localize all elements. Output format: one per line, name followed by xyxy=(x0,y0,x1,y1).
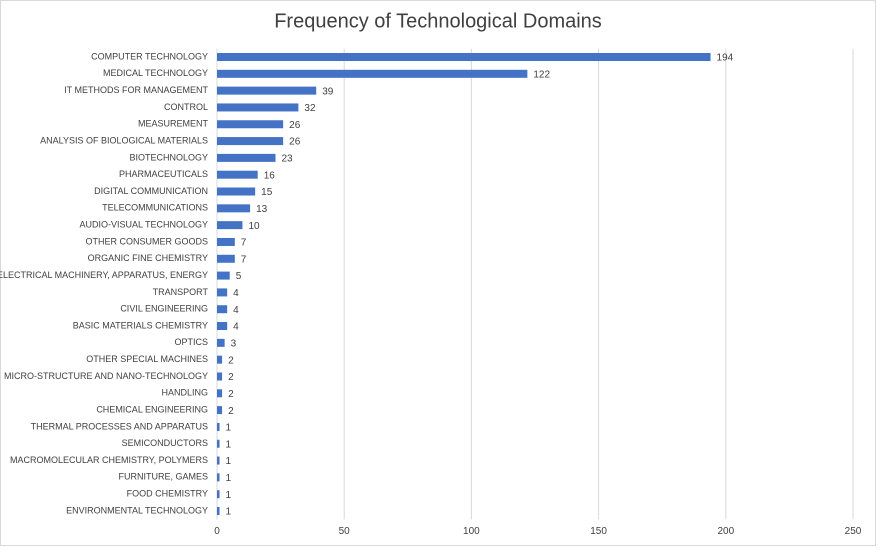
y-tick-label: CHEMICAL ENGINEERING xyxy=(96,404,208,414)
bar xyxy=(217,53,711,61)
data-label: 2 xyxy=(228,372,234,383)
y-tick-label: COMPUTER TECHNOLOGY xyxy=(91,51,208,61)
bar xyxy=(217,86,317,95)
y-tick-label: THERMAL PROCESSES AND APPARATUS xyxy=(31,421,208,431)
data-label: 10 xyxy=(248,221,260,232)
bar xyxy=(217,355,223,364)
bar xyxy=(217,456,220,465)
data-label: 1 xyxy=(226,507,232,518)
x-tick-label: 250 xyxy=(845,526,862,537)
y-tick-label: MEASUREMENT xyxy=(138,119,209,129)
data-label: 26 xyxy=(289,120,301,131)
bar xyxy=(217,237,235,246)
data-label: 4 xyxy=(233,322,239,333)
y-tick-label: BASIC MATERIALS CHEMISTRY xyxy=(73,320,208,330)
y-tick-label: OTHER SPECIAL MACHINES xyxy=(86,354,208,364)
y-tick-label: ENVIRONMENTAL TECHNOLOGY xyxy=(66,505,208,515)
bar xyxy=(217,305,228,314)
bar xyxy=(217,389,223,398)
y-tick-label: OTHER CONSUMER GOODS xyxy=(85,236,208,246)
y-tick-label: MACROMOLECULAR CHEMISTRY, POLYMERS xyxy=(10,455,208,465)
data-label: 2 xyxy=(228,406,234,417)
bar xyxy=(217,322,228,331)
data-label: 7 xyxy=(241,254,247,265)
y-tick-label: HANDLING xyxy=(161,388,208,398)
data-label: 4 xyxy=(233,288,239,299)
bar xyxy=(217,422,220,431)
x-tick-label: 50 xyxy=(339,526,351,537)
data-label: 1 xyxy=(226,456,232,467)
data-label: 16 xyxy=(264,170,276,181)
y-tick-label: IT METHODS FOR MANAGEMENT xyxy=(64,85,208,95)
bar xyxy=(217,490,220,499)
data-label: 26 xyxy=(289,137,301,148)
y-tick-label: OPTICS xyxy=(174,337,208,347)
bar xyxy=(217,254,235,263)
bar xyxy=(217,187,256,196)
x-tick-label: 100 xyxy=(463,526,480,537)
bar xyxy=(217,204,251,213)
bar xyxy=(217,439,220,448)
data-label: 7 xyxy=(241,238,247,249)
y-tick-label: SEMICONDUCTORS xyxy=(122,438,208,448)
y-tick-label: DIGITAL COMMUNICATION xyxy=(94,186,208,196)
data-label: 5 xyxy=(236,271,242,282)
bar xyxy=(217,103,299,112)
x-tick-label: 150 xyxy=(590,526,607,537)
y-tick-label: FURNITURE, GAMES xyxy=(118,472,208,482)
data-label: 1 xyxy=(226,439,232,450)
chart-title: Frequency of Technological Domains xyxy=(274,10,602,32)
bar xyxy=(217,338,225,347)
data-label: 194 xyxy=(717,53,734,64)
bar xyxy=(217,271,230,280)
y-tick-label: TRANSPORT xyxy=(153,287,209,297)
y-tick-label: CIVIL ENGINEERING xyxy=(120,304,208,314)
y-tick-label: TELECOMMUNICATIONS xyxy=(102,203,208,213)
data-label: 3 xyxy=(231,338,237,349)
data-label: 122 xyxy=(533,69,550,80)
bar xyxy=(217,137,284,146)
bar xyxy=(217,288,228,297)
bar xyxy=(217,406,223,415)
data-label: 2 xyxy=(228,355,234,366)
data-label: 23 xyxy=(282,154,294,165)
y-tick-label: ANALYSIS OF BIOLOGICAL MATERIALS xyxy=(40,135,208,145)
x-tick-label: 200 xyxy=(717,526,734,537)
y-tick-label: MEDICAL TECHNOLOGY xyxy=(103,68,208,78)
data-label: 32 xyxy=(304,103,316,114)
bar xyxy=(217,507,220,515)
y-tick-label: MICRO-STRUCTURE AND NANO-TECHNOLOGY xyxy=(4,371,208,381)
y-tick-label: PHARMACEUTICALS xyxy=(119,169,208,179)
bar xyxy=(217,221,243,230)
chart-frame xyxy=(0,0,876,546)
y-tick-label: BIOTECHNOLOGY xyxy=(129,152,208,162)
bar xyxy=(217,69,528,78)
bar xyxy=(217,372,223,381)
y-tick-label: ORGANIC FINE CHEMISTRY xyxy=(88,253,208,263)
y-tick-label: CONTROL xyxy=(164,102,208,112)
data-label: 1 xyxy=(226,490,232,501)
y-tick-label: ELECTRICAL MACHINERY, APPARATUS, ENERGY xyxy=(0,270,208,280)
x-tick-label: 0 xyxy=(214,526,220,537)
data-label: 1 xyxy=(226,423,232,434)
bar xyxy=(217,473,220,482)
data-label: 13 xyxy=(256,204,268,215)
y-tick-label: AUDIO-VISUAL TECHNOLOGY xyxy=(79,220,208,230)
data-label: 39 xyxy=(322,86,334,97)
bar xyxy=(217,120,284,129)
data-label: 1 xyxy=(226,473,232,484)
data-label: 2 xyxy=(228,389,234,400)
y-tick-label: FOOD CHEMISTRY xyxy=(127,489,208,499)
bar xyxy=(217,170,258,179)
data-label: 15 xyxy=(261,187,273,198)
bar xyxy=(217,153,276,162)
data-label: 4 xyxy=(233,305,239,316)
